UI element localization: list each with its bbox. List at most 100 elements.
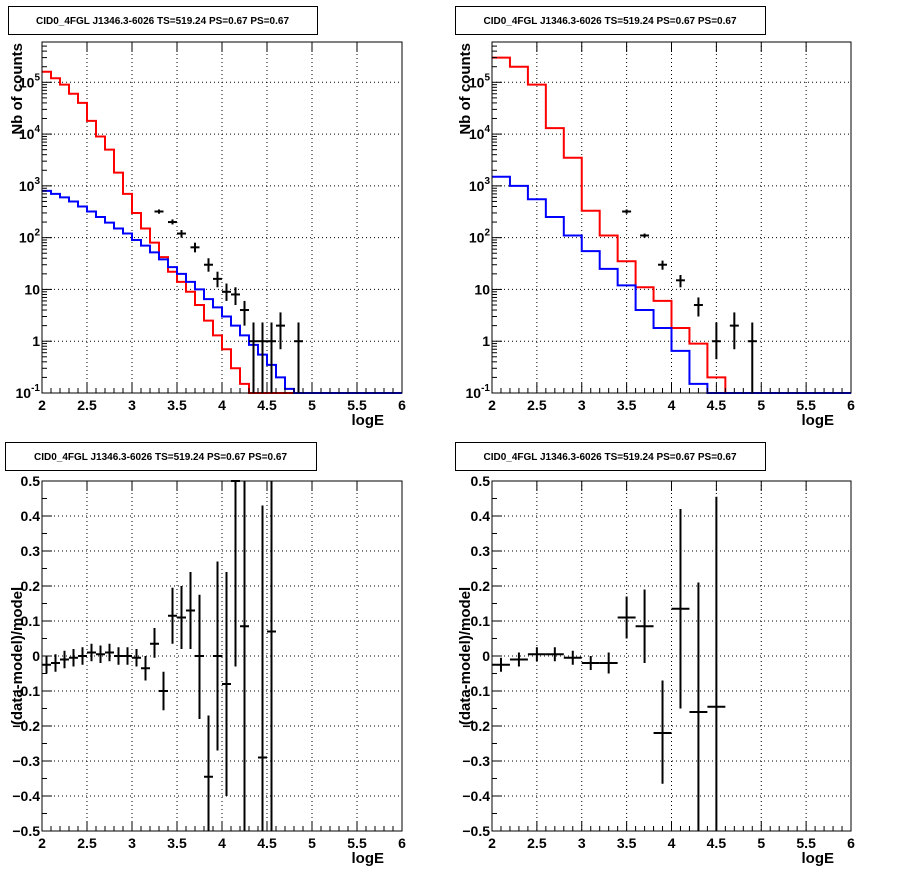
x-tick-label: 5 bbox=[757, 397, 765, 413]
data-point bbox=[267, 481, 276, 831]
x-tick-label: 5 bbox=[757, 835, 765, 851]
chart-title: CID0_4FGL J1346.3-6026 TS=519.24 PS=0.67… bbox=[483, 16, 736, 27]
y-tick-label: 105 bbox=[19, 72, 41, 90]
data-point bbox=[204, 715, 213, 831]
chart-top-left: CID0_4FGL J1346.3-6026 TS=519.24 PS=0.67… bbox=[8, 6, 406, 429]
x-tick-label: 5.5 bbox=[796, 835, 816, 851]
y-tick-label: 10 bbox=[24, 281, 40, 297]
x-tick-label: 2.5 bbox=[527, 397, 547, 413]
chart-bottom-left: CID0_4FGL J1346.3-6026 TS=519.24 PS=0.67… bbox=[5, 442, 406, 867]
y-tick-label: 103 bbox=[19, 176, 41, 194]
data-point bbox=[689, 582, 708, 831]
y-tick-label: 102 bbox=[469, 228, 491, 246]
x-tick-label: 4 bbox=[218, 835, 226, 851]
y-tick-label: 0.4 bbox=[471, 508, 491, 524]
data-point bbox=[267, 322, 276, 393]
x-tick-label: 5.5 bbox=[347, 835, 367, 851]
data-point bbox=[258, 322, 267, 393]
y-axis-label: Nb of counts bbox=[9, 43, 26, 135]
data-point bbox=[563, 650, 582, 665]
y-tick-label: −0.5 bbox=[12, 823, 40, 839]
y-tick-label: 103 bbox=[469, 176, 491, 194]
data-point bbox=[222, 572, 231, 796]
y-tick-label: −0.1 bbox=[462, 683, 490, 699]
y-tick-label: 10 bbox=[474, 281, 490, 297]
x-tick-label: 3.5 bbox=[617, 397, 637, 413]
y-tick-exponent: 4 bbox=[34, 124, 40, 135]
x-tick-label: 5.5 bbox=[347, 397, 367, 413]
y-tick-label: 0 bbox=[32, 648, 40, 664]
x-tick-label: 4.5 bbox=[257, 835, 277, 851]
chart-bottom-right: CID0_4FGL J1346.3-6026 TS=519.24 PS=0.67… bbox=[455, 442, 855, 867]
x-tick-label: 6 bbox=[398, 835, 406, 851]
y-tick-base: 10 bbox=[469, 126, 485, 142]
y-tick-label: 105 bbox=[469, 72, 491, 90]
data-point bbox=[105, 643, 114, 662]
data-point bbox=[693, 297, 703, 317]
chart-title: CID0_4FGL J1346.3-6026 TS=519.24 PS=0.67… bbox=[483, 452, 736, 463]
data-point bbox=[240, 481, 249, 831]
x-tick-label: 6 bbox=[847, 835, 855, 851]
y-tick-label: −0.2 bbox=[462, 718, 490, 734]
y-tick-label: 0.3 bbox=[471, 543, 491, 559]
data-point bbox=[545, 647, 564, 662]
x-tick-label: 2 bbox=[488, 397, 496, 413]
data-point bbox=[78, 647, 87, 665]
x-tick-label: 2 bbox=[488, 835, 496, 851]
x-tick-label: 6 bbox=[847, 397, 855, 413]
data-point bbox=[195, 594, 204, 719]
data-point bbox=[747, 322, 757, 393]
x-tick-label: 2 bbox=[38, 397, 46, 413]
data-point bbox=[186, 572, 195, 649]
y-tick-label: −0.4 bbox=[462, 788, 490, 804]
y-tick-label: 0.2 bbox=[471, 578, 491, 594]
y-tick-exponent: 2 bbox=[484, 228, 490, 239]
data-point bbox=[658, 260, 668, 270]
data-point bbox=[527, 647, 546, 662]
y-tick-exponent: -1 bbox=[481, 383, 490, 394]
x-axis-label: logE bbox=[352, 412, 385, 429]
data-point bbox=[213, 561, 222, 751]
data-point bbox=[640, 233, 650, 238]
data-point bbox=[249, 322, 258, 393]
data-point bbox=[190, 242, 200, 253]
x-axis-label: logE bbox=[802, 412, 835, 429]
y-tick-label: 102 bbox=[19, 228, 41, 246]
data-point bbox=[729, 312, 739, 350]
data-point bbox=[258, 505, 267, 831]
y-axis-label: (data-model)/model bbox=[9, 587, 26, 725]
y-tick-base: 10 bbox=[469, 178, 485, 194]
data-point bbox=[204, 258, 213, 272]
data-point bbox=[132, 649, 141, 667]
series-model-line bbox=[42, 70, 402, 394]
x-tick-label: 4.5 bbox=[257, 397, 277, 413]
y-tick-label: 0.5 bbox=[21, 473, 41, 489]
y-tick-label: 0.1 bbox=[21, 613, 41, 629]
y-tick-label: 0.5 bbox=[471, 473, 491, 489]
grid bbox=[42, 481, 402, 831]
y-tick-label: −0.5 bbox=[462, 823, 490, 839]
y-tick-label: 1 bbox=[32, 333, 40, 349]
data-point bbox=[213, 271, 222, 288]
x-tick-label: 3.5 bbox=[167, 397, 187, 413]
data-point bbox=[114, 647, 123, 665]
data-point bbox=[154, 209, 164, 214]
data-point bbox=[168, 219, 177, 225]
data-point bbox=[581, 656, 600, 670]
data-point bbox=[492, 657, 510, 672]
data-point bbox=[653, 680, 672, 784]
y-tick-exponent: 3 bbox=[34, 176, 40, 187]
y-tick-label: 104 bbox=[19, 124, 41, 142]
title-box bbox=[455, 442, 766, 471]
x-tick-label: 2.5 bbox=[77, 397, 97, 413]
data-point bbox=[671, 509, 690, 709]
data-point bbox=[69, 649, 78, 667]
data-point bbox=[177, 230, 186, 238]
x-tick-label: 3 bbox=[128, 835, 136, 851]
data-point bbox=[707, 496, 726, 831]
data-point bbox=[617, 596, 636, 639]
y-tick-label: 1 bbox=[482, 333, 490, 349]
y-tick-base: 10 bbox=[469, 230, 485, 246]
data-point bbox=[42, 656, 51, 674]
